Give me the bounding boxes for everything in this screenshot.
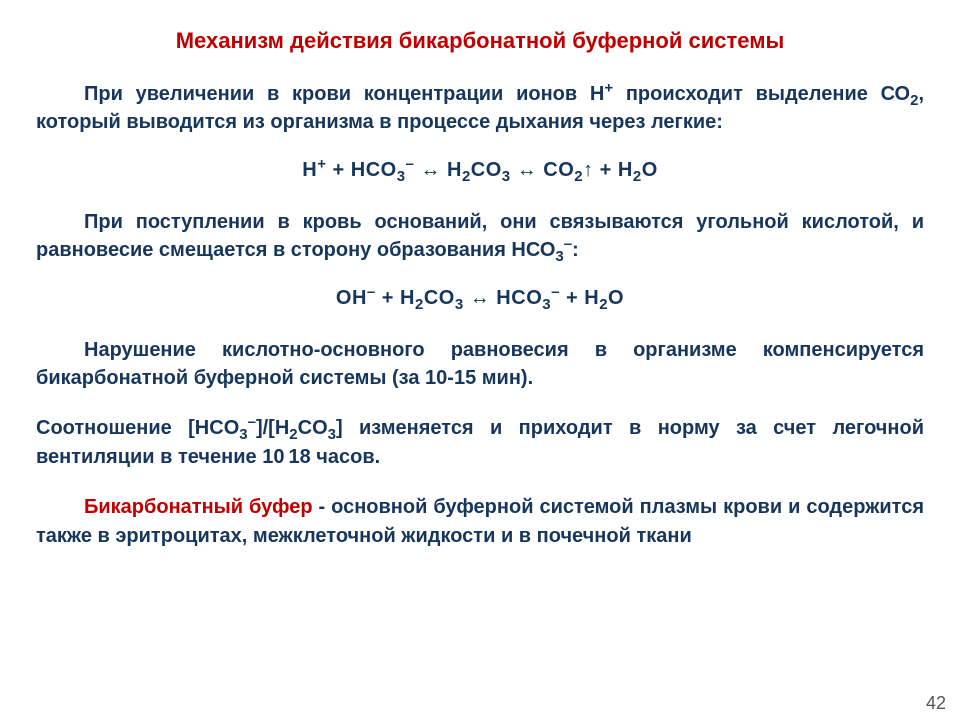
formula-2: OH– + H2CO3 ↔ HCO3– + H2O — [36, 287, 924, 310]
p1-text-a: При увеличении в крови концентрации ионо… — [84, 83, 604, 105]
paragraph-3: Нарушение кислотно-основного равновесия … — [36, 336, 924, 393]
p4-s3: 2 — [289, 426, 297, 443]
f2-2a: 2 — [415, 296, 424, 313]
p4-s4: 3 — [328, 426, 336, 443]
slide-title: Механизм действия бикарбонатной буферной… — [36, 28, 924, 54]
f1-arr1: ↔ H — [414, 159, 462, 181]
p2-sub: 3 — [555, 248, 563, 265]
p2-text-a: При поступлении в кровь оснований, они с… — [36, 211, 924, 261]
f1-2c: 2 — [633, 168, 642, 185]
paragraph-1: При увеличении в крови концентрации ионо… — [36, 80, 924, 137]
p2-text-b: : — [572, 239, 579, 261]
f2-minus: – — [367, 283, 376, 300]
f1-2b: 2 — [574, 168, 583, 185]
f1-3b: 3 — [502, 168, 511, 185]
f2-3b: 3 — [542, 296, 551, 313]
f2-o: O — [608, 287, 624, 309]
f2-2b: 2 — [599, 296, 608, 313]
p4-a: Соотношение [HCO — [36, 417, 239, 439]
p2-sup: – — [564, 236, 572, 253]
f2-3a: 3 — [455, 296, 464, 313]
paragraph-5: Бикарбонатный буфер - основной буферной … — [36, 493, 924, 550]
f1-h: H — [302, 159, 317, 181]
formula-1: H+ + HCO3– ↔ H2CO3 ↔ CO2↑ + H2O — [36, 159, 924, 182]
p1-sup: + — [604, 79, 613, 96]
p4-b: ]/[H — [256, 417, 289, 439]
p1-text-b: происходит выделение СО — [613, 83, 910, 105]
f1-up: ↑ + H — [583, 159, 633, 181]
f2-sp1: + H — [376, 287, 415, 309]
f2-co: CO — [424, 287, 455, 309]
paragraph-4: Соотношение [HCO3–]/[H2CO3] изменяется и… — [36, 414, 924, 471]
f1-co: CO — [471, 159, 502, 181]
page-number: 42 — [926, 693, 946, 714]
f2-arr: ↔ HCO — [464, 287, 543, 309]
f1-arr2: ↔ CO — [511, 159, 575, 181]
f1-sp1: + HCO — [326, 159, 396, 181]
p4-s2: – — [248, 414, 256, 431]
paragraph-2: При поступлении в кровь оснований, они с… — [36, 208, 924, 265]
f1-3: 3 — [397, 168, 406, 185]
f2-sp2: + H — [560, 287, 599, 309]
slide-content: Механизм действия бикарбонатной буферной… — [0, 0, 960, 720]
p5-highlight: Бикарбонатный буфер — [84, 496, 313, 518]
f1-2a: 2 — [462, 168, 471, 185]
f1-o: O — [642, 159, 658, 181]
f2-minus2: – — [551, 283, 560, 300]
f2-oh: OH — [336, 287, 367, 309]
p4-s1: 3 — [239, 426, 247, 443]
p4-c: CO — [298, 417, 328, 439]
